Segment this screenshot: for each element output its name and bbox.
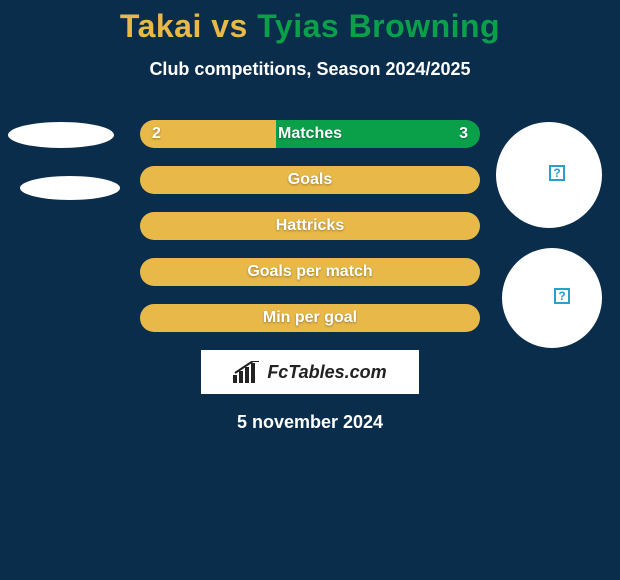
stat-bar-0: Matches2 3 — [140, 120, 480, 148]
brand-text: FcTables.com — [267, 362, 386, 383]
stat-bar-2: Hattricks — [140, 212, 480, 240]
bar-chart-icon — [233, 361, 261, 383]
content-area: Takai vs Tyias Browning Club competition… — [0, 0, 620, 433]
bar-label: Hattricks — [140, 212, 480, 240]
title-right: Tyias Browning — [257, 8, 500, 44]
bar-value-right: 3 — [459, 120, 468, 148]
date-text: 5 november 2024 — [0, 412, 620, 433]
page-title: Takai vs Tyias Browning — [0, 0, 620, 45]
stat-bar-3: Goals per match — [140, 258, 480, 286]
title-left: Takai — [120, 8, 202, 44]
bar-value-left: 2 — [152, 120, 161, 148]
bar-label: Goals — [140, 166, 480, 194]
stat-bar-4: Min per goal — [140, 304, 480, 332]
bar-label: Min per goal — [140, 304, 480, 332]
stat-bar-1: Goals — [140, 166, 480, 194]
bar-label: Goals per match — [140, 258, 480, 286]
subtitle: Club competitions, Season 2024/2025 — [0, 59, 620, 80]
stat-bars: Matches2 3 Goals Hattricks Goals per match Mi… — [140, 120, 480, 332]
brand-box[interactable]: FcTables.com — [201, 350, 419, 394]
bar-label: Matches — [140, 120, 480, 148]
title-vs: vs — [202, 8, 257, 44]
